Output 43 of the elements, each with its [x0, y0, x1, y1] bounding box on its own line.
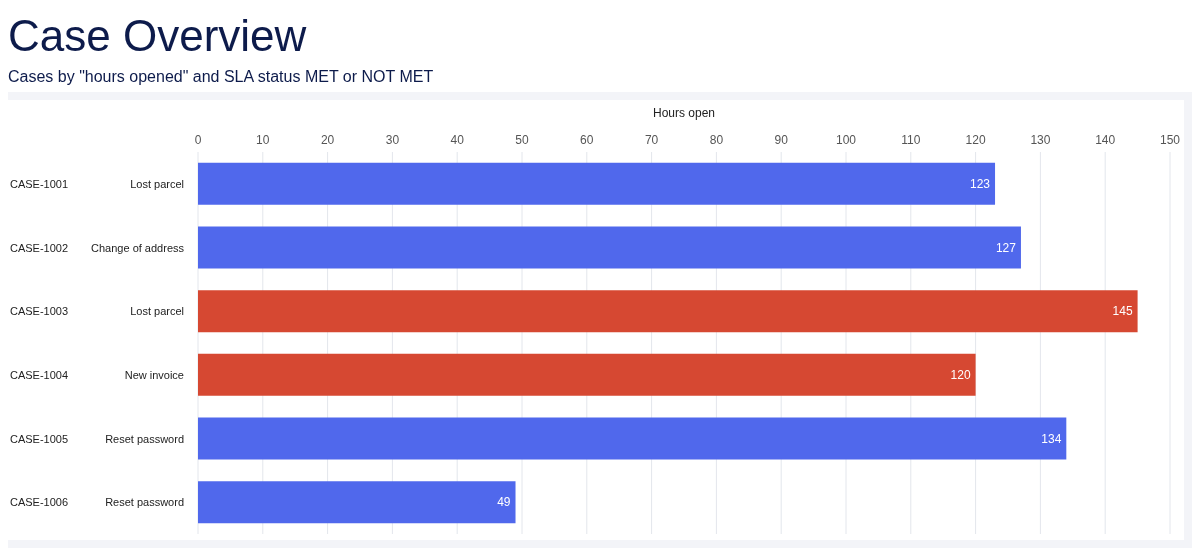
x-tick-label: 30 [385, 133, 400, 147]
x-tick-label: 150 [1159, 133, 1181, 147]
text: New invoice [124, 368, 184, 381]
x-tick-label: 130 [1030, 133, 1051, 147]
data-label: 120 [950, 368, 971, 383]
y-tick-label: CASE-1005 [10, 432, 69, 445]
x-tick-label: 20 [320, 133, 335, 147]
data-label: 134 [1041, 431, 1062, 446]
bar [198, 290, 1138, 333]
bar [198, 417, 1067, 460]
text: Reset password [105, 496, 184, 509]
x-tick-label: 100 [835, 133, 857, 147]
x-tick-label: 0 [194, 133, 202, 147]
y-tick-label: CASE-1001 [10, 177, 69, 190]
y-tick-label: CASE-1002 [10, 241, 69, 254]
text: Lost parcel [130, 305, 184, 318]
x-tick-label: 90 [774, 133, 789, 147]
y-tick-label: CASE-1004 [10, 368, 69, 381]
data-label: 123 [970, 177, 991, 192]
x-tick-label: 10 [256, 133, 270, 147]
chart-subtitle: Cases by "hours opened" and SLA status MET or NOT MET [8, 68, 435, 86]
bar [198, 353, 976, 396]
y-tick-label: CASE-1003 [10, 305, 69, 318]
text: Reset password [105, 432, 184, 445]
y-tick-label: CASE-1006 [10, 496, 69, 509]
text: Change of address [91, 241, 185, 254]
bar [198, 162, 996, 205]
chart-title: Case Overview [8, 10, 308, 62]
x-tick-label: 140 [1095, 133, 1116, 147]
x-tick-label: 80 [709, 133, 724, 147]
data-label: 49 [497, 495, 511, 510]
x-tick-label: 110 [901, 133, 921, 147]
data-label: 145 [1112, 304, 1133, 319]
bar [198, 481, 516, 524]
x-tick-label: 40 [450, 133, 465, 147]
text: Lost parcel [130, 177, 184, 190]
x-axis-title: Hours open [652, 105, 716, 120]
bar [198, 226, 1021, 269]
x-tick-label: 50 [515, 133, 529, 147]
x-tick-label: 120 [965, 133, 986, 147]
x-tick-label: 70 [644, 133, 659, 147]
x-tick-label: 60 [580, 133, 594, 147]
data-label: 127 [995, 240, 1017, 255]
